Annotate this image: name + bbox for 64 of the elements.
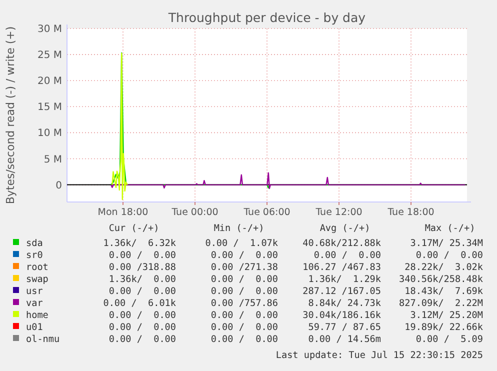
y-tick-label: 0 xyxy=(56,180,62,192)
legend-label: sda xyxy=(26,238,43,249)
text: 0.00 /318.88 xyxy=(108,262,176,273)
text: 3.17M/ 25.34M xyxy=(410,238,484,249)
text: 28.22k/ 3.02k xyxy=(404,262,484,273)
x-tick-label: Tue 00:00 xyxy=(170,207,218,218)
text: 19.89k/ 22.66k xyxy=(404,322,484,333)
text: Avg (-/+) xyxy=(320,223,370,234)
text: 0.00 / 0.00 xyxy=(416,250,483,261)
x-tick-label: Mon 18:00 xyxy=(98,207,148,218)
y-axis-title: Bytes/second read (-) / write (+) xyxy=(4,26,17,204)
text: 0.00 /757.86 xyxy=(210,298,278,309)
text: 40.68k/212.88k xyxy=(302,238,382,249)
text: 0.00 / 0.00 xyxy=(108,310,176,321)
legend-label: ol-nmu xyxy=(26,334,60,345)
text: Cur (-/+) xyxy=(108,223,160,234)
text: 0.00 / 0.00 xyxy=(210,250,278,261)
y-tick-label: 20 M xyxy=(37,76,62,88)
x-tick-label: Tue 18:00 xyxy=(386,207,434,218)
text: 287.12 /167.05 xyxy=(302,286,381,297)
text: 0.00 / 14.56m xyxy=(308,334,382,345)
text: 1.36k/ 6.32k xyxy=(103,238,176,249)
text: 0.00 / 0.00 xyxy=(210,334,278,345)
text: 0.00 / 0.00 xyxy=(210,310,278,321)
text: 1.36k/ 0.00 xyxy=(108,274,176,285)
text: 0.00 / 0.00 xyxy=(108,286,176,297)
text: 59.77 / 87.65 xyxy=(308,322,381,333)
text: 18.43k/ 7.69k xyxy=(404,286,484,297)
text: 0.00 / 1.07k xyxy=(205,238,278,249)
y-tick-label: 15 M xyxy=(37,102,62,114)
text: 0.00 / 0.00 xyxy=(210,286,278,297)
text: 1.36k/ 1.29k xyxy=(308,274,382,285)
legend-label: sr0 xyxy=(26,250,43,261)
text: 106.27 /467.83 xyxy=(302,262,381,273)
text: 340.56k/258.48k xyxy=(399,274,484,285)
text: 0.00 /271.38 xyxy=(210,262,278,273)
legend-label: u01 xyxy=(26,322,43,333)
text: 0.00 / 0.00 xyxy=(210,274,278,285)
text: Max (-/+) xyxy=(424,223,476,234)
chart-title: Throughput per device - by day xyxy=(167,10,366,25)
text: 0.00 / 0.00 xyxy=(108,322,176,333)
x-tick-label: Tue 12:00 xyxy=(314,207,362,218)
text: Min (-/+) xyxy=(214,223,264,234)
y-tick-label: 5 M xyxy=(44,154,62,166)
text: 30.04k/186.16k xyxy=(302,310,382,321)
text: 0.00 / 0.00 xyxy=(210,322,278,333)
text: 0.00 / 6.01k xyxy=(103,298,176,309)
y-tick-label: 25 M xyxy=(37,50,62,62)
legend-label: var xyxy=(26,298,44,309)
text: Last update: Tue Jul 15 22:30:15 2025 xyxy=(276,350,483,361)
text: 827.09k/ 2.22M xyxy=(399,298,484,309)
text: 0.00 / 5.09 xyxy=(416,334,483,345)
legend-label: home xyxy=(26,310,49,321)
legend-label: swap xyxy=(26,274,49,285)
text: 0.00 / 0.00 xyxy=(108,334,176,345)
text: 0.00 / 0.00 xyxy=(314,250,381,261)
text: 0.00 / 0.00 xyxy=(108,250,176,261)
legend-label: root xyxy=(26,262,48,273)
legend-label: usr xyxy=(26,286,44,297)
text: 8.84k/ 24.73k xyxy=(308,298,382,309)
y-tick-label: 30 M xyxy=(37,24,62,35)
y-tick-label: 10 M xyxy=(37,128,62,140)
text: 3.12M/ 25.20M xyxy=(410,310,484,321)
x-tick-label: Tue 06:00 xyxy=(242,207,290,218)
